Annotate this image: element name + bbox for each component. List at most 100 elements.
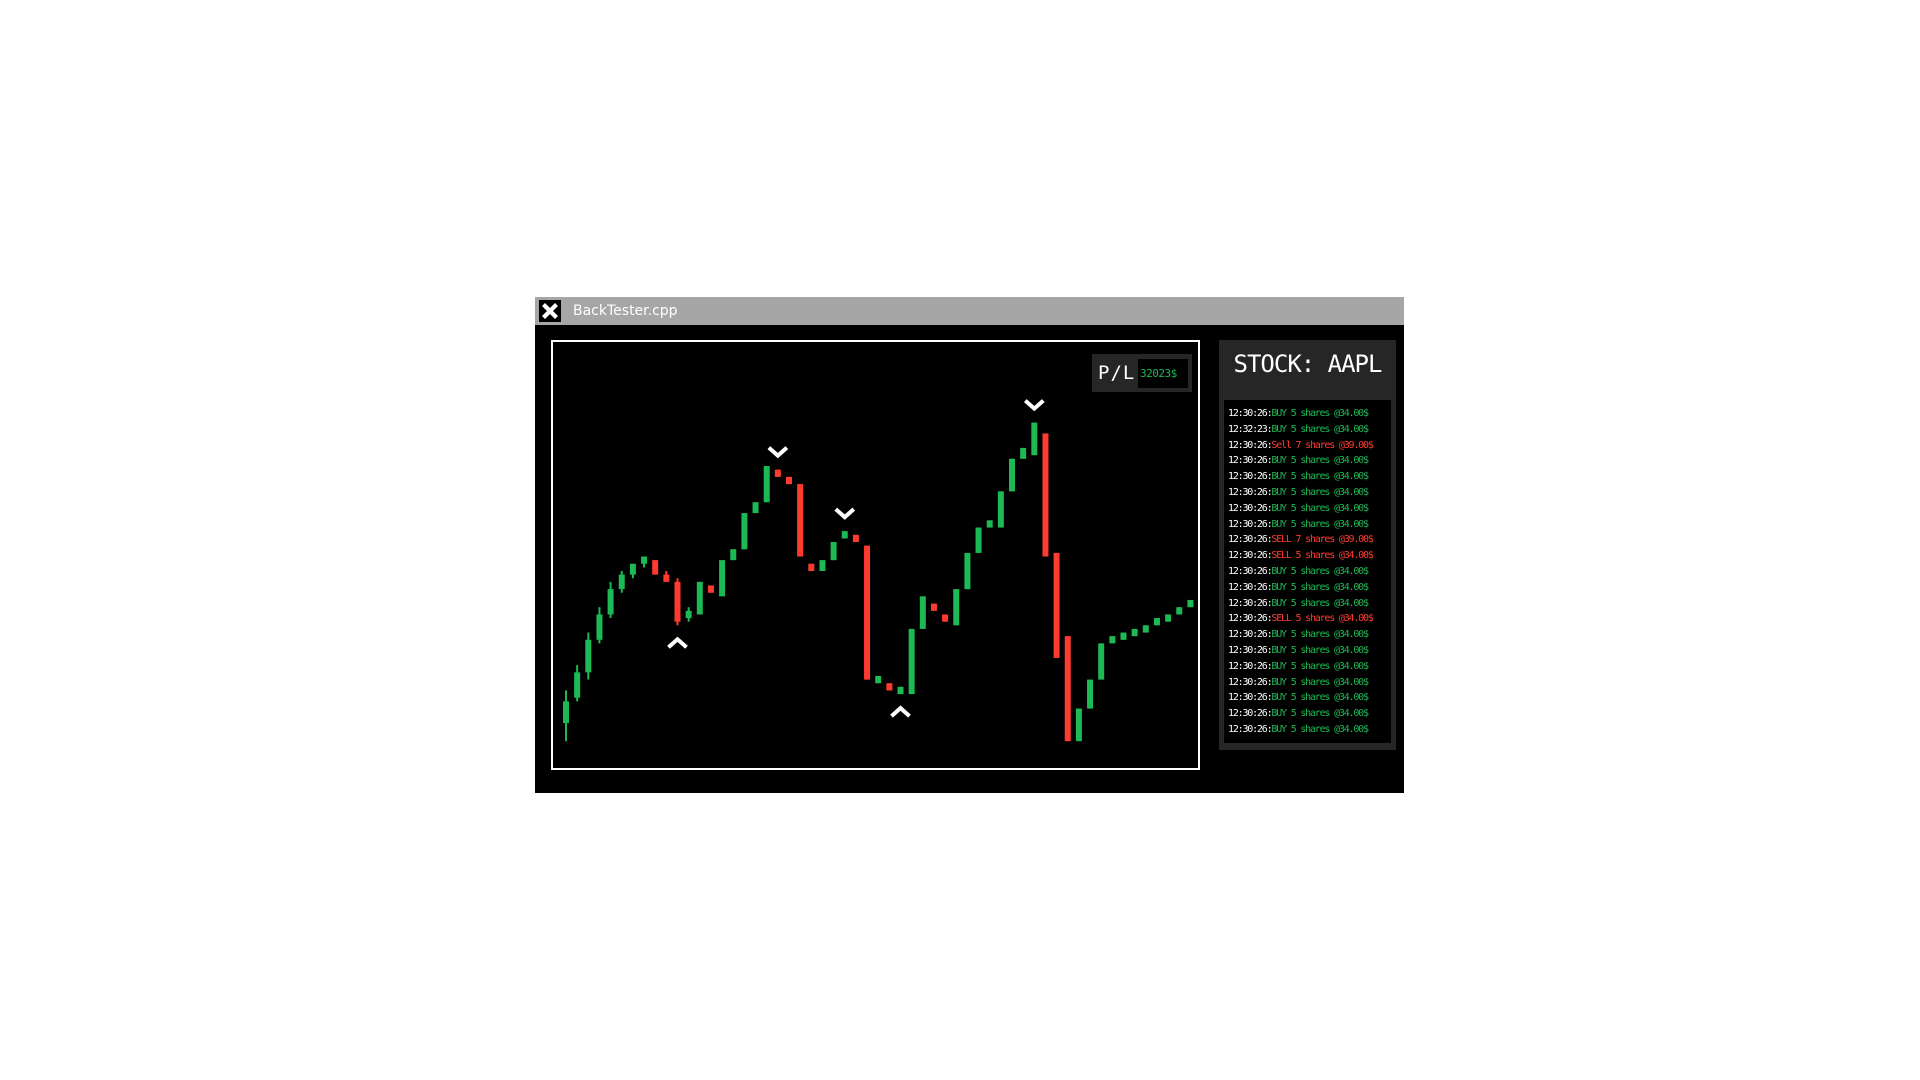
log-entry: 12:30:26:BUY 5 shares @34.00$ xyxy=(1228,707,1369,721)
log-entry: 12:30:26:BUY 5 shares @34.00$ xyxy=(1228,502,1369,516)
candle xyxy=(1109,636,1116,644)
candle xyxy=(1009,458,1015,492)
log-time: 12:30:26 xyxy=(1228,597,1268,609)
log-separator: : xyxy=(1266,471,1273,483)
log-separator: : xyxy=(1266,708,1273,720)
log-separator: : xyxy=(1266,566,1273,577)
candle-body xyxy=(663,574,670,582)
log-time: 12:30:26 xyxy=(1228,550,1268,562)
candle xyxy=(563,690,569,742)
log-text: BUY 5 shares @34.00$ xyxy=(1271,423,1369,435)
log-time: 12:30:26 xyxy=(1228,708,1268,720)
candle-body xyxy=(1165,614,1172,622)
pl-label: P/L: xyxy=(1098,362,1148,384)
candle xyxy=(819,560,826,571)
log-time: 12:30:26 xyxy=(1228,502,1268,514)
candle xyxy=(908,628,915,695)
log-separator: : xyxy=(1266,597,1273,609)
log-separator: : xyxy=(1266,645,1273,656)
candle xyxy=(930,603,937,611)
candle-body xyxy=(730,549,737,561)
candle xyxy=(1098,643,1105,680)
candle xyxy=(629,563,636,579)
log-text: BUY 5 shares @34.00$ xyxy=(1271,708,1369,720)
candle xyxy=(1176,607,1183,615)
candle-body xyxy=(1120,632,1127,640)
candle xyxy=(1187,599,1194,608)
candle xyxy=(997,491,1004,528)
log-separator: : xyxy=(1266,613,1273,625)
log-text: BUY 5 shares @34.00$ xyxy=(1271,660,1369,672)
candle xyxy=(1042,433,1049,557)
candle-body xyxy=(1142,625,1149,633)
log-separator: : xyxy=(1266,408,1273,419)
candle xyxy=(641,556,648,568)
candle-body xyxy=(652,560,659,575)
log-text: BUY 5 shares @34.00$ xyxy=(1271,455,1369,467)
candle xyxy=(1131,628,1138,637)
stock-title: STOCK: AAPL xyxy=(1233,350,1383,378)
log-text: Sell 7 shares @39.00$ xyxy=(1271,439,1373,451)
chart-panel: P/L: 32023$ xyxy=(551,340,1200,770)
log-entry: 12:30:26:SELL 7 shares @39.00$ xyxy=(1228,533,1374,547)
trade-log[interactable]: 12:30:26:BUY 5 shares @34.00$ 12:32:23:BU… xyxy=(1224,400,1391,743)
log-separator: : xyxy=(1266,534,1273,546)
log-entry: 12:30:26:BUY 5 shares @34.00$ xyxy=(1228,597,1369,611)
candle xyxy=(1165,614,1172,622)
candle-body xyxy=(908,628,915,695)
candle xyxy=(897,686,904,695)
close-icon xyxy=(542,303,558,319)
candle xyxy=(685,607,692,622)
log-text: BUY 5 shares @34.00$ xyxy=(1271,518,1369,530)
log-entry: 12:32:23:BUY 5 shares @34.00$ xyxy=(1228,423,1369,437)
log-entry: 12:30:26:BUY 5 shares @34.00$ xyxy=(1228,581,1369,595)
log-separator: : xyxy=(1266,502,1273,514)
candle xyxy=(964,552,971,590)
log-entry: 12:30:26:BUY 5 shares @34.00$ xyxy=(1228,644,1369,658)
log-separator: : xyxy=(1266,660,1273,672)
candlestick-chart xyxy=(563,399,1194,742)
log-text: BUY 5 shares @34.00$ xyxy=(1271,566,1369,577)
log-entry: 12:30:26:BUY 5 shares @34.00$ xyxy=(1228,660,1369,674)
candle xyxy=(830,542,837,561)
log-separator: : xyxy=(1266,487,1273,498)
log-entry: 12:30:26:BUY 5 shares @34.00$ xyxy=(1228,723,1369,737)
candle xyxy=(797,484,804,557)
log-separator: : xyxy=(1266,692,1273,704)
candle xyxy=(618,571,625,593)
candle xyxy=(975,527,982,553)
log-time: 12:30:26 xyxy=(1228,455,1268,467)
candle-body xyxy=(841,531,848,539)
candle-body xyxy=(1031,422,1038,456)
log-text: BUY 5 shares @34.00$ xyxy=(1271,676,1369,688)
candle xyxy=(886,683,893,691)
close-button[interactable] xyxy=(539,300,561,322)
log-separator: : xyxy=(1266,455,1273,467)
log-text: BUY 5 shares @34.00$ xyxy=(1271,487,1369,498)
candle xyxy=(752,502,759,514)
candle xyxy=(1153,618,1160,626)
log-separator: : xyxy=(1266,676,1273,688)
log-text: BUY 5 shares @34.00$ xyxy=(1271,597,1369,609)
candle-body xyxy=(685,610,692,619)
candle xyxy=(707,585,714,593)
candle-body xyxy=(1153,618,1160,626)
candle xyxy=(585,632,592,680)
candle xyxy=(1120,632,1127,640)
candle xyxy=(919,596,926,629)
side-panel: STOCK: AAPL 12:30:26:BUY 5 shares @34.00… xyxy=(1219,340,1396,750)
candle-body xyxy=(1009,458,1015,492)
log-time: 12:30:26 xyxy=(1228,676,1268,688)
log-entry: 12:30:26:BUY 5 shares @34.00$ xyxy=(1228,565,1369,579)
title-bar[interactable]: BackTester.cpp xyxy=(535,297,1404,325)
log-separator: : xyxy=(1266,724,1273,735)
log-time: 12:30:26 xyxy=(1228,408,1268,419)
log-text: BUY 5 shares @34.00$ xyxy=(1271,581,1369,593)
log-time: 12:30:26 xyxy=(1228,518,1268,530)
candle-body xyxy=(942,614,949,622)
candle-body xyxy=(763,466,770,503)
log-time: 12:30:26 xyxy=(1228,487,1268,498)
candle xyxy=(763,466,770,503)
candle xyxy=(1075,708,1082,742)
pl-value-box: 32023$ xyxy=(1138,359,1188,388)
